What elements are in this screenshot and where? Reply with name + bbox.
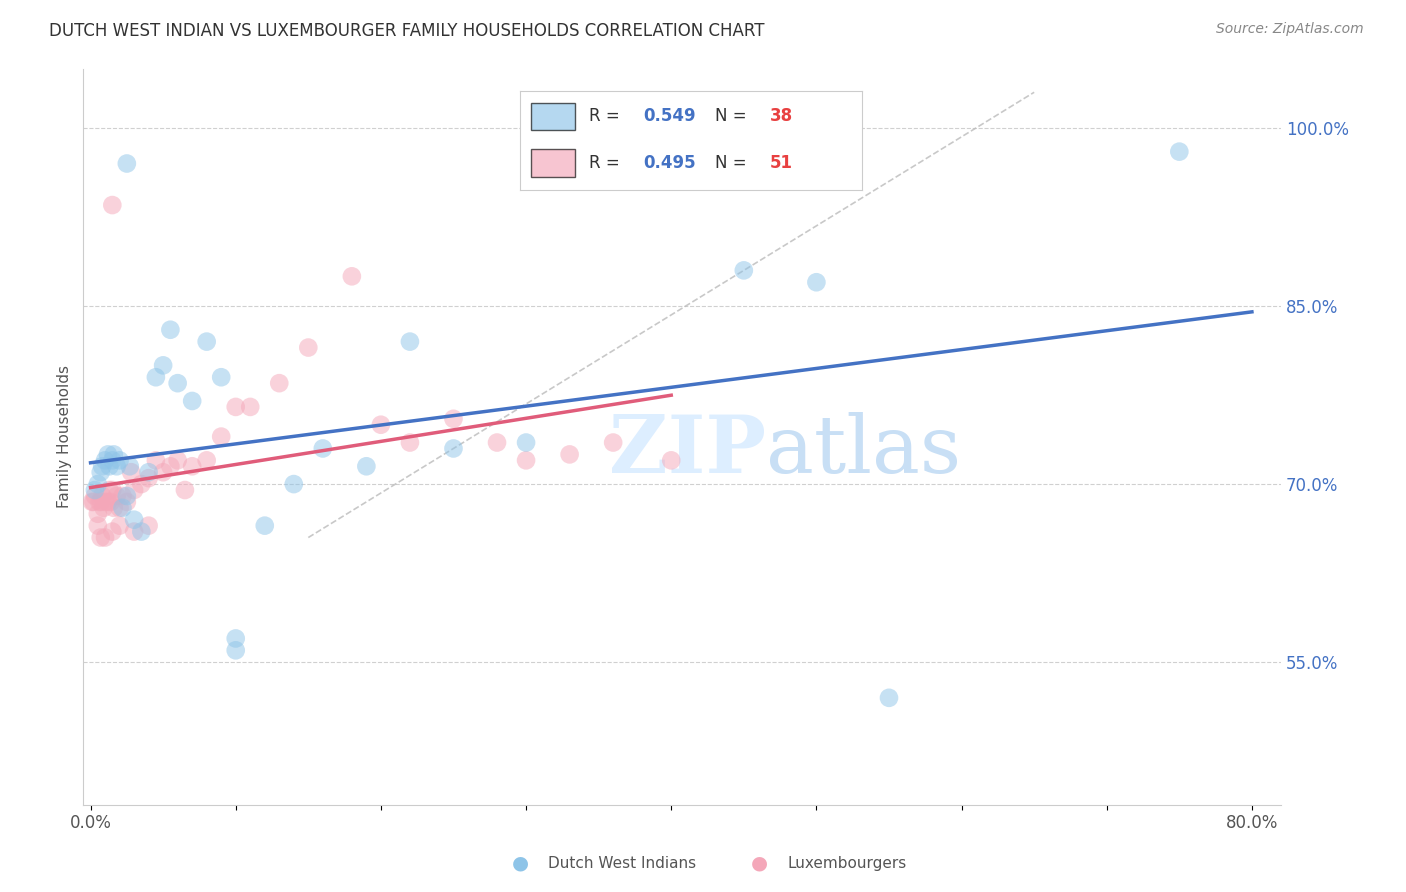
Point (152, 465, 174, 479)
Point (97, 447, 120, 461)
Point (209, 370, 232, 384)
Point (515, 435, 537, 450)
Point (122, 483, 145, 497)
Text: ●: ● (512, 854, 529, 873)
Point (83, 489, 105, 503)
Point (297, 341, 319, 355)
Point (174, 483, 197, 497)
Point (370, 417, 392, 432)
Point (877, 690, 900, 705)
Point (602, 435, 624, 450)
Text: Source: ZipAtlas.com: Source: ZipAtlas.com (1216, 22, 1364, 37)
Point (138, 465, 160, 479)
Point (733, 263, 755, 277)
Point (269, 376, 291, 391)
Point (105, 459, 128, 474)
Point (122, 513, 145, 527)
Point (239, 400, 262, 414)
Point (101, 524, 124, 539)
Point (108, 500, 131, 515)
Y-axis label: Family Households: Family Households (58, 365, 72, 508)
Point (108, 518, 131, 533)
Point (122, 524, 145, 539)
Text: DUTCH WEST INDIAN VS LUXEMBOURGER FAMILY HOUSEHOLDS CORRELATION CHART: DUTCH WEST INDIAN VS LUXEMBOURGER FAMILY… (49, 22, 765, 40)
Point (87, 518, 110, 533)
Point (225, 632, 247, 646)
Point (131, 524, 153, 539)
Point (105, 489, 128, 503)
Point (443, 442, 465, 456)
Point (83, 483, 105, 497)
Text: ●: ● (751, 854, 768, 873)
Point (115, 156, 138, 170)
Point (145, 370, 167, 384)
Point (138, 471, 160, 485)
Text: Dutch West Indians: Dutch West Indians (548, 856, 696, 871)
Point (806, 275, 828, 289)
Point (98, 483, 121, 497)
Point (558, 447, 581, 461)
Point (340, 269, 363, 284)
Point (103, 447, 125, 461)
Point (399, 334, 422, 349)
Point (101, 453, 124, 467)
Point (131, 477, 153, 491)
Point (138, 518, 160, 533)
Point (87, 477, 110, 491)
Point (145, 453, 167, 467)
Point (90, 531, 112, 545)
Point (91, 489, 114, 503)
Point (166, 453, 188, 467)
Text: atlas: atlas (766, 412, 962, 491)
Point (312, 442, 335, 456)
Point (115, 489, 138, 503)
Point (80, 495, 103, 509)
Point (120, 465, 142, 479)
Point (515, 453, 537, 467)
Point (100, 495, 122, 509)
Text: Luxembourgers: Luxembourgers (787, 856, 907, 871)
Point (225, 643, 247, 657)
Point (90, 495, 112, 509)
Point (152, 359, 174, 373)
Point (118, 459, 141, 474)
Point (103, 500, 125, 515)
Point (486, 435, 509, 450)
Point (94, 495, 117, 509)
Text: ZIP: ZIP (609, 412, 766, 491)
Point (1168, 145, 1191, 159)
Point (159, 323, 181, 337)
Point (93, 500, 115, 515)
Point (159, 459, 181, 474)
Point (253, 518, 276, 533)
Point (91, 459, 114, 474)
Point (89, 495, 111, 509)
Point (98, 459, 121, 474)
Point (90, 465, 112, 479)
Point (195, 453, 218, 467)
Point (108, 453, 131, 467)
Point (82, 495, 104, 509)
Point (111, 489, 134, 503)
Point (166, 376, 188, 391)
Point (356, 459, 378, 474)
Point (94, 531, 117, 545)
Point (181, 459, 204, 474)
Point (87, 507, 110, 521)
Point (101, 198, 124, 212)
Point (115, 495, 138, 509)
Point (283, 477, 305, 491)
Point (195, 334, 218, 349)
Point (443, 411, 465, 425)
Point (111, 500, 134, 515)
Point (97, 495, 120, 509)
Point (101, 483, 124, 497)
Point (181, 394, 204, 409)
Point (399, 435, 422, 450)
Point (209, 429, 232, 443)
Point (94, 453, 117, 467)
Point (225, 400, 247, 414)
Point (659, 453, 682, 467)
